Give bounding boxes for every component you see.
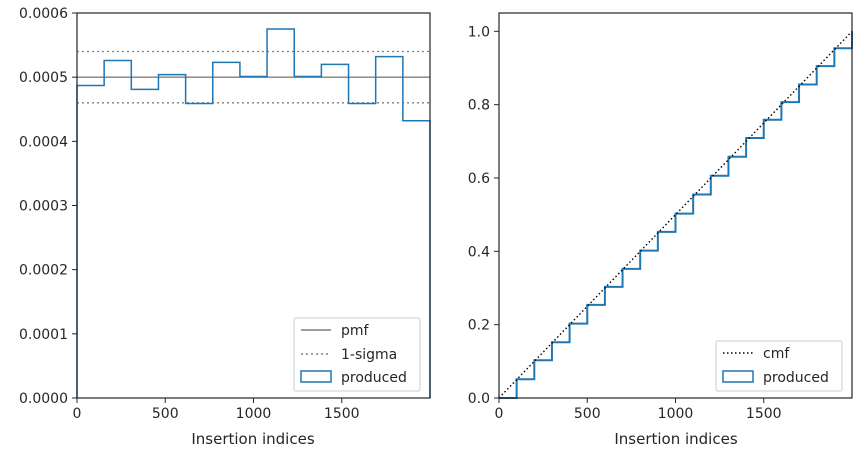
legend-produced-label: produced [763, 370, 829, 386]
histogram-x-tick-label: 1500 [324, 406, 360, 422]
histogram-x-tick-label: 0 [73, 406, 82, 422]
legend-pmf-label: pmf [341, 323, 370, 339]
cmf-x-tick-label: 1500 [746, 406, 782, 422]
legend-produced-label: produced [341, 370, 407, 386]
produced-cumulative-curve [499, 31, 853, 399]
histogram-legend: pmf 1-sigma produced [293, 317, 421, 392]
cmf-ticks: 0 500 1000 1500 0.0 0.2 0.4 0.6 0.8 1.0 [468, 12, 853, 422]
histogram-x-tick-label: 1000 [236, 406, 272, 422]
cmf-axes-frame [498, 12, 853, 399]
cmf-y-tick-label: 0.6 [468, 171, 490, 187]
cmf-y-tick-label: 0.8 [468, 98, 490, 114]
cmf-y-tick-label: 0.4 [468, 244, 490, 260]
cmf-x-tick-label: 1000 [658, 406, 694, 422]
histogram-panel: 0 500 1000 1500 0.0000 0.0001 0.0002 0.0003 0.00… [19, 6, 431, 448]
produced-histogram [76, 28, 431, 398]
histogram-legend-box [293, 317, 421, 392]
histogram-y-tick-label: 0.0000 [19, 391, 68, 407]
legend-cmf-label: cmf [763, 346, 790, 362]
histogram-y-tick-label: 0.0004 [19, 134, 68, 150]
cmf-x-axis-label: Insertion indices [614, 430, 737, 448]
cmf-y-tick-label: 1.0 [468, 24, 490, 40]
histogram-y-tick-label: 0.0003 [19, 199, 68, 215]
histogram-ticks: 0 500 1000 1500 0.0000 0.0001 0.0002 0.0003 0.00… [19, 6, 431, 422]
cmf-y-tick-label: 0.2 [468, 318, 490, 334]
histogram-x-axis-label: Insertion indices [191, 430, 314, 448]
cmf-x-tick-label: 0 [495, 406, 504, 422]
histogram-y-tick-label: 0.0001 [19, 327, 68, 343]
cmf-legend: cmf produced [715, 340, 843, 392]
histogram-y-tick-label: 0.0006 [19, 6, 68, 22]
histogram-y-tick-label: 0.0002 [19, 263, 68, 279]
histogram-y-tick-label: 0.0005 [19, 70, 68, 86]
legend-produced-patch [722, 370, 754, 383]
legend-produced-patch [300, 370, 332, 383]
cmf-panel: 0 500 1000 1500 0.0 0.2 0.4 0.6 0.8 1.0 Insertion… [468, 12, 853, 448]
cmf-line [498, 30, 853, 399]
histogram-x-tick-label: 500 [152, 406, 179, 422]
legend-sigma-label: 1-sigma [341, 347, 397, 363]
cmf-y-tick-label: 0.0 [468, 391, 490, 407]
cmf-plot-area [498, 30, 853, 399]
cmf-x-tick-label: 500 [574, 406, 601, 422]
histogram-plot-area [76, 28, 431, 398]
